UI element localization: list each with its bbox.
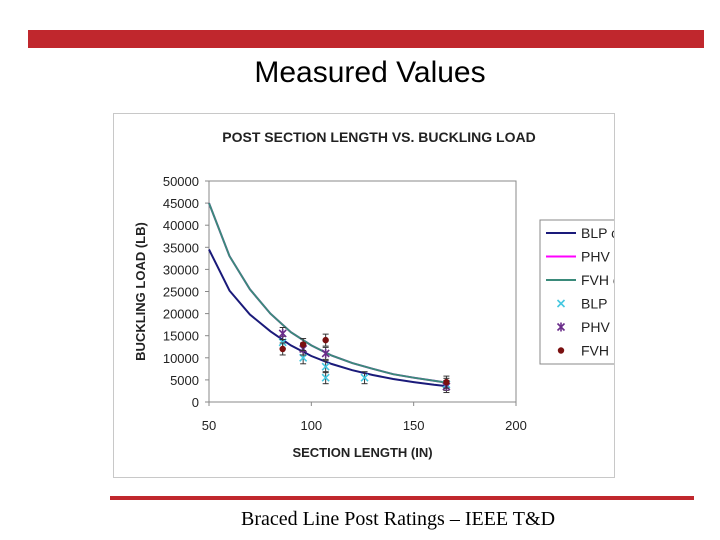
- legend-label: PHV crv: [581, 249, 614, 265]
- point-fvh: [322, 336, 329, 344]
- point-blp: [360, 373, 369, 382]
- point-blp: [278, 338, 287, 347]
- x-axis-label: SECTION LENGTH (IN): [292, 445, 432, 460]
- x-tick-label: 200: [505, 418, 527, 433]
- slide-title: Measured Values: [254, 56, 486, 89]
- marker-stroke: [321, 373, 330, 382]
- legend-label: BLP crv: [581, 225, 614, 241]
- x-axis-ticks: 50 100 150 200: [202, 402, 527, 433]
- point-fvh: [279, 345, 286, 353]
- y-tick-label: 5000: [170, 373, 199, 388]
- y-axis-label: BUCKLING LOAD (LB): [133, 222, 148, 361]
- x-tick-label: 150: [403, 418, 425, 433]
- y-tick-label: 35000: [163, 240, 199, 255]
- y-tick-label: 40000: [163, 218, 199, 233]
- bottom-accent-rule: [110, 496, 694, 500]
- legend-label: FVH: [581, 343, 609, 359]
- curve-fvh-crv: [208, 202, 447, 384]
- y-tick-label: 25000: [163, 285, 199, 300]
- y-axis-ticks: 0 5000 10000 15000 20000 25000 30000 35000 40000…: [163, 174, 209, 410]
- marker-stroke: [278, 338, 287, 347]
- point-blp: [321, 373, 330, 382]
- point-blp: [299, 353, 308, 362]
- point-blp: [321, 362, 330, 371]
- point-phv: [278, 328, 287, 338]
- point-phv: [321, 348, 330, 358]
- x-tick-label: 50: [202, 418, 216, 433]
- y-tick-label: 20000: [163, 307, 199, 322]
- legend-label: PHV: [581, 319, 610, 335]
- x-tick-label: 100: [300, 418, 322, 433]
- y-tick-label: 45000: [163, 196, 199, 211]
- curve-series: [208, 202, 447, 388]
- point-fvh: [299, 341, 307, 348]
- buckling-chart: POST SECTION LENGTH VS. BUCKLING LOAD 05…: [133, 129, 614, 460]
- marker-stroke: [299, 353, 308, 362]
- legend-label: FVH crv: [581, 272, 614, 288]
- marker-stroke: [321, 362, 330, 371]
- y-tick-label: 10000: [163, 351, 199, 366]
- y-tick-label: 0: [192, 395, 199, 410]
- top-accent-bar: [28, 30, 704, 48]
- marker-stroke: [360, 373, 369, 382]
- point-series: [278, 326, 451, 394]
- curve-blp-crv: [208, 249, 447, 388]
- y-tick-label: 50000: [163, 174, 199, 189]
- legend-label: BLP: [581, 296, 607, 312]
- point-fvh: [443, 378, 450, 386]
- marker-stroke: [556, 299, 566, 308]
- slide-footer: Braced Line Post Ratings – IEEE T&D: [240, 508, 556, 530]
- legend: BLP crv PHV crv FVH crv BLP PHV FVH: [539, 219, 614, 365]
- chart-title: POST SECTION LENGTH VS. BUCKLING LOAD: [222, 129, 535, 145]
- legend-box: [539, 219, 614, 365]
- y-tick-label: 30000: [163, 262, 199, 277]
- y-tick-label: 15000: [163, 329, 199, 344]
- legend-marker: [556, 322, 566, 332]
- plot-area: [208, 180, 517, 403]
- legend-marker: [556, 299, 566, 308]
- legend-marker: [557, 347, 565, 354]
